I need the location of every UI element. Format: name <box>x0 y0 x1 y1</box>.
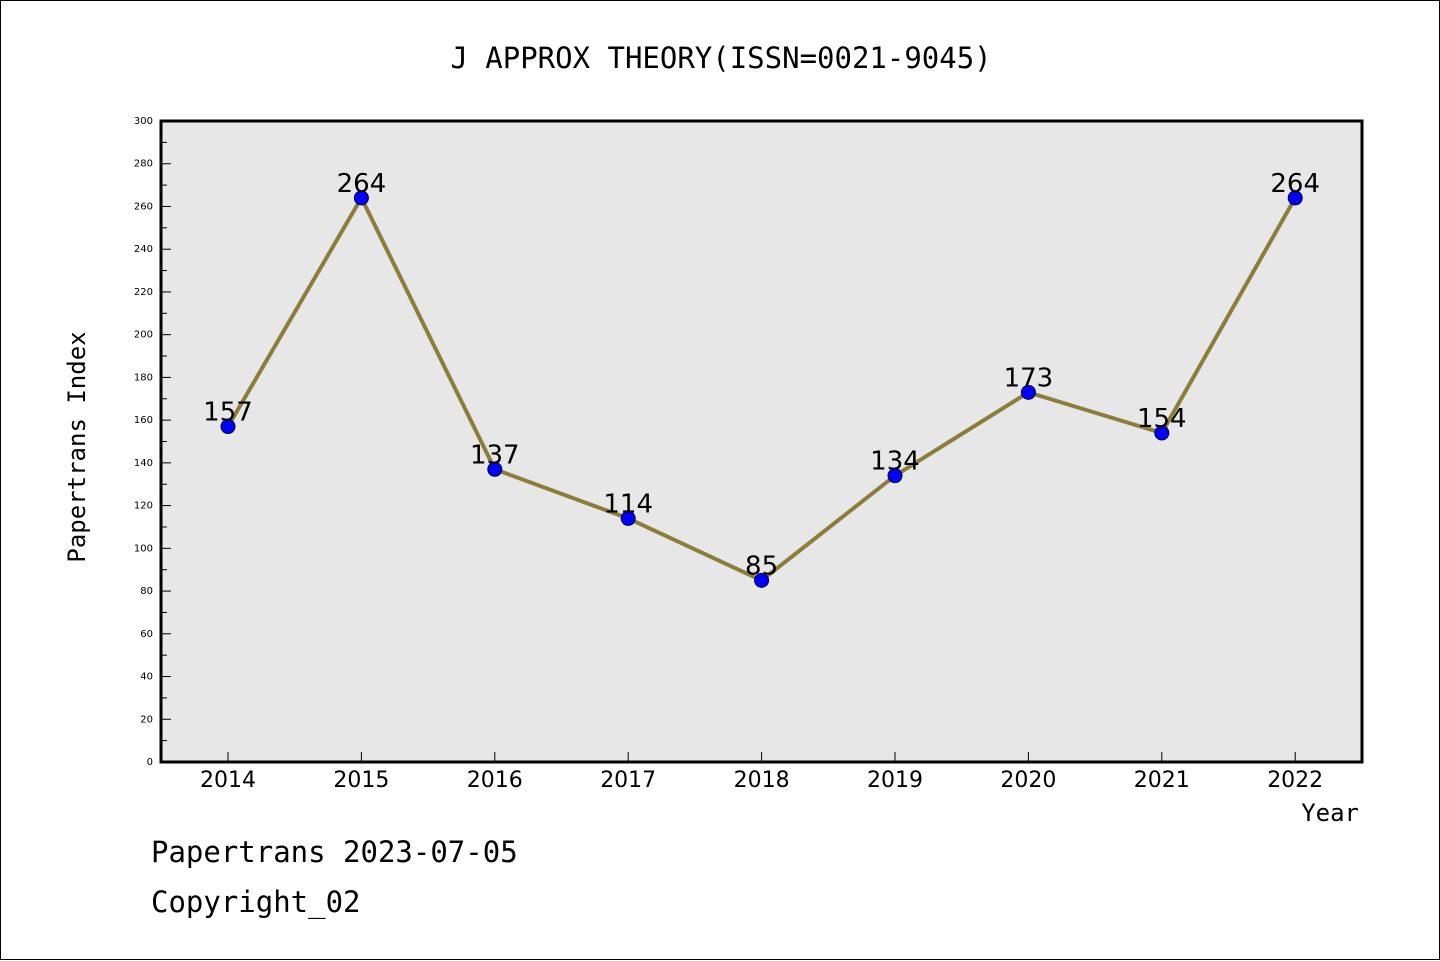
y-tick-label: 200 <box>134 330 153 341</box>
y-tick-label: 220 <box>134 287 153 298</box>
plot-area <box>159 119 1364 764</box>
y-tick-label: 240 <box>134 244 153 255</box>
data-point <box>1287 190 1303 206</box>
data-series: 157 264 137 114 85 134 173 154 264 <box>203 169 1320 588</box>
y-tick-label: 300 <box>134 116 153 127</box>
y-axis-label: Papertrans Index <box>63 331 91 562</box>
footer-date-text: Papertrans 2023-07-05 <box>151 835 518 869</box>
x-axis-ticks: 2014 2015 2016 2017 2018 2019 2020 2021 2022 <box>200 752 1323 793</box>
data-label: 173 <box>1004 363 1054 393</box>
x-tick-label: 2016 <box>467 768 523 793</box>
y-tick-label: 180 <box>134 372 153 383</box>
copyright-text: Copyright_02 <box>151 885 361 919</box>
y-tick-label: 260 <box>134 201 153 212</box>
data-label: 157 <box>203 398 253 428</box>
x-tick-label: 2017 <box>600 768 656 793</box>
x-axis-label: Year <box>1301 799 1359 827</box>
x-tick-label: 2015 <box>333 768 389 793</box>
x-tick-label: 2014 <box>200 768 256 793</box>
data-label: 114 <box>603 489 653 519</box>
chart-title: J APPROX THEORY(ISSN=0021-9045) <box>450 41 991 75</box>
y-tick-label: 100 <box>134 543 153 554</box>
data-point <box>620 510 636 526</box>
y-tick-label: 80 <box>140 586 153 597</box>
y-tick-label: 140 <box>134 458 153 469</box>
y-tick-label: 280 <box>134 159 153 170</box>
data-point <box>353 190 369 206</box>
x-tick-label: 2019 <box>867 768 923 793</box>
data-label: 264 <box>337 169 387 199</box>
data-point <box>754 572 770 588</box>
data-point <box>487 461 503 477</box>
x-tick-label: 2021 <box>1134 768 1190 793</box>
data-label: 137 <box>470 440 520 470</box>
data-label: 264 <box>1270 169 1320 199</box>
x-tick-label: 2022 <box>1267 768 1323 793</box>
data-point <box>220 419 236 435</box>
y-axis-ticks: 0 20 40 60 80 100 120 140 160 180 200 220 240 260 280 3… <box>134 116 171 768</box>
y-tick-label: 160 <box>134 415 153 426</box>
x-tick-label: 2020 <box>1000 768 1056 793</box>
data-label: 134 <box>870 447 920 477</box>
data-label: 154 <box>1137 404 1187 434</box>
data-label: 85 <box>745 551 778 581</box>
y-tick-label: 20 <box>140 714 153 725</box>
x-tick-label: 2018 <box>734 768 790 793</box>
data-point <box>887 468 903 484</box>
y-tick-label: 60 <box>140 629 153 640</box>
y-tick-label: 120 <box>134 501 153 512</box>
y-tick-label: 40 <box>140 672 153 683</box>
data-point <box>1154 425 1170 441</box>
y-tick-label: 0 <box>147 757 153 768</box>
data-point <box>1020 384 1036 400</box>
